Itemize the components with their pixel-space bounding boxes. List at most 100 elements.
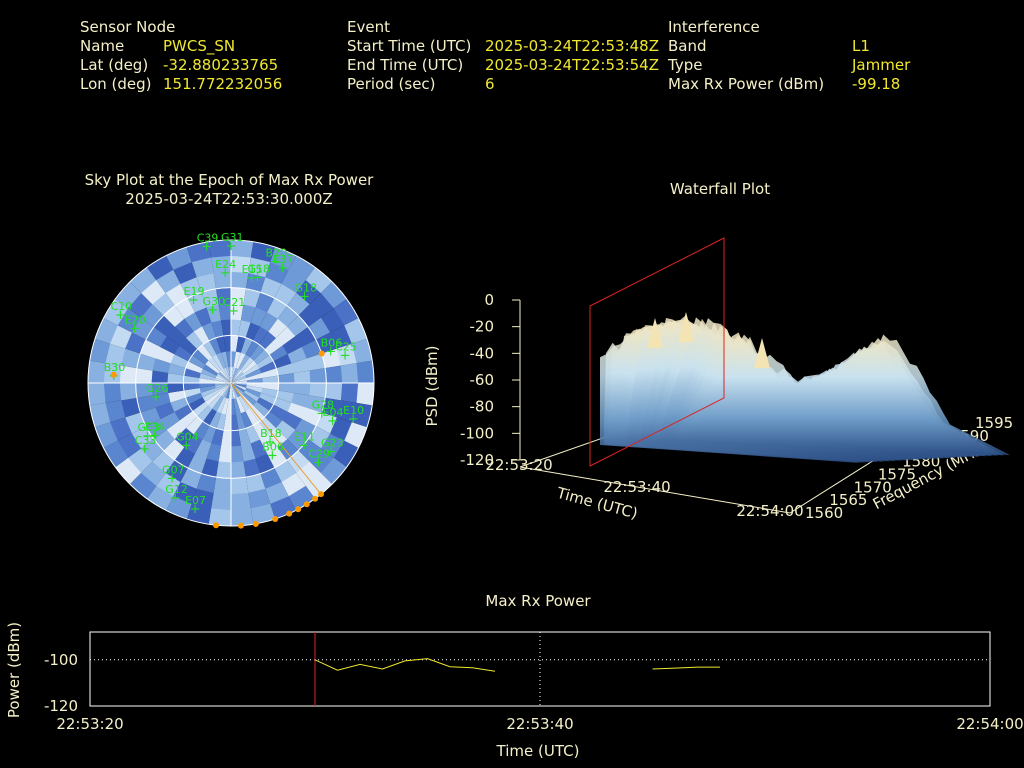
skyplot-cell — [238, 395, 250, 412]
skyplot-cell — [219, 383, 231, 397]
skyplot-cell — [287, 402, 308, 420]
skyplot-cell — [225, 383, 231, 400]
skyplot-cell — [117, 307, 142, 333]
skyplot-cell — [208, 356, 222, 372]
skyplot-cell — [165, 460, 188, 483]
skyplot-cell — [208, 508, 231, 526]
skyplot-cell — [248, 256, 271, 278]
skyplot-cell — [217, 371, 231, 383]
interference-band-label: Band — [668, 37, 707, 55]
satellite-label: G30 — [203, 295, 226, 308]
satellite-marker: + — [188, 293, 199, 308]
skyplot-cell — [231, 380, 248, 383]
skyplot-cell — [320, 457, 348, 485]
skyplot-cell — [259, 311, 278, 332]
skyplot-highlight-point — [317, 491, 324, 498]
skyplot-cell — [231, 383, 239, 399]
satellite-marker: + — [265, 435, 276, 450]
skyplot-cell — [231, 383, 237, 400]
skyplot-cell — [174, 427, 194, 448]
skyplot-cell — [103, 383, 122, 403]
skyplot-cell — [193, 325, 210, 345]
skyplot-cell — [250, 241, 276, 263]
skyplot-cell — [185, 416, 203, 435]
waterfall-z-tick-label: -80 — [470, 398, 495, 416]
skyplot-cell — [255, 291, 275, 313]
skyplot-cell — [166, 420, 187, 440]
event-start-value: 2025-03-24T22:53:48Z — [485, 37, 659, 55]
skyplot-cell — [344, 317, 368, 344]
skyplot-cell — [256, 397, 274, 412]
skyplot-cell — [196, 405, 213, 422]
skyplot-cell — [231, 334, 239, 352]
skyplot-cell — [246, 383, 264, 389]
skyplot-cell — [131, 317, 154, 340]
skyplot-highlight-point — [110, 371, 117, 378]
satellite-marker: + — [139, 442, 150, 457]
satellite-label: B20 — [266, 247, 288, 260]
interference-power-value: -99.18 — [852, 75, 901, 93]
skyplot-cell — [215, 383, 231, 391]
satellite-marker: + — [270, 255, 281, 270]
satellite-marker: + — [129, 321, 140, 336]
satellite-marker: + — [348, 412, 359, 427]
satellite-marker: + — [316, 406, 327, 421]
skyplot-cell — [306, 395, 326, 413]
skyplot-cell — [238, 428, 251, 447]
satellite-label: G04 — [176, 431, 199, 444]
skyplot-cell — [214, 380, 231, 383]
skyplot-cell — [245, 473, 266, 494]
skyplot-cell — [180, 276, 202, 299]
satellite-label: G23 — [321, 437, 344, 450]
satellite-marker: + — [167, 471, 178, 486]
skyplot-cell — [140, 461, 166, 487]
skyplot-cell — [231, 508, 254, 526]
skyplot-cell — [281, 472, 307, 497]
skyplot-cell — [252, 421, 269, 441]
satellite-marker: + — [299, 438, 310, 453]
skyplot-cell — [308, 317, 331, 340]
skyplot-cell — [212, 354, 224, 371]
skyplot-cell — [351, 338, 373, 364]
skyplot-cell — [276, 363, 295, 376]
skyplot-cell — [320, 307, 345, 333]
skyplot-cell — [151, 370, 169, 383]
satellite-label: C39 — [197, 231, 219, 244]
skyplot-cell — [213, 271, 231, 289]
skyplot-cell — [209, 411, 222, 429]
skyplot-cell — [315, 412, 338, 434]
event-period-value: 6 — [485, 75, 495, 93]
satellite-label: B18 — [260, 427, 282, 440]
skyplot-cell — [301, 407, 323, 427]
satellite-marker: + — [181, 439, 192, 454]
skyplot-cell — [166, 326, 187, 346]
satellite-marker: + — [201, 239, 212, 254]
skyplot-cell — [170, 397, 189, 413]
skyplot-cell — [270, 496, 297, 520]
event-end-value: 2025-03-24T22:53:54Z — [485, 56, 659, 74]
skyplot-highlight-point — [252, 520, 259, 527]
skyplot-cell — [245, 408, 260, 426]
skyplot-cell — [320, 281, 348, 309]
skyplot-cell — [159, 411, 180, 430]
skyplot-cell — [240, 304, 256, 323]
skyplot-cell — [333, 298, 359, 326]
sensor-lon-value: 151.772232056 — [163, 75, 283, 93]
skyplot-cell — [225, 366, 231, 383]
skyplot-highlight-point — [237, 522, 244, 529]
waterfall-freq-tick-label: 1570 — [854, 478, 892, 496]
skyplot-cell — [305, 472, 333, 500]
skyplot-cell — [186, 503, 212, 525]
skyplot-cell — [340, 363, 359, 383]
skyplot-cell — [301, 339, 323, 359]
satellite-label: C33 — [135, 434, 157, 447]
skyplot-cell — [242, 392, 258, 406]
skyplot-cell — [231, 368, 241, 383]
skyplot-cell — [240, 337, 253, 355]
satellite-marker: + — [246, 271, 257, 286]
skyplot-cell — [325, 383, 343, 401]
skyplot-cell — [243, 288, 261, 308]
skyplot-cell — [103, 298, 129, 326]
satellite-marker: + — [150, 390, 161, 405]
